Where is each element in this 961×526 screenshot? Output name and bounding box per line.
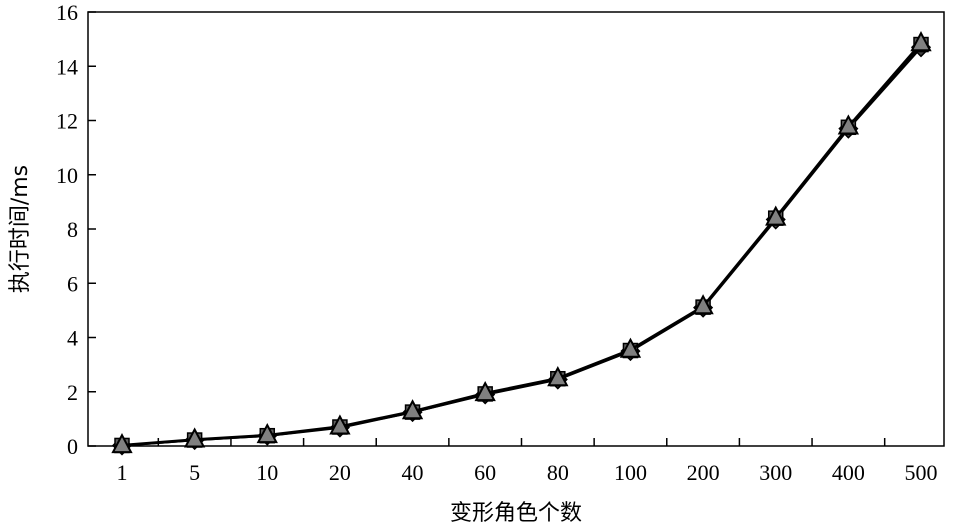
x-tick-label: 1 bbox=[117, 460, 128, 485]
y-axis: 0 2 4 6 8 10 12 14 16 bbox=[56, 0, 96, 459]
data-point bbox=[183, 427, 206, 448]
x-tick-label: 40 bbox=[402, 460, 424, 485]
x-tick-label: 60 bbox=[474, 460, 496, 485]
data-point bbox=[765, 205, 787, 226]
x-axis-title: 变形角色个数 bbox=[450, 501, 582, 526]
x-tick-label: 200 bbox=[687, 460, 720, 485]
x-axis: 1 5 10 20 40 60 80 100 200 300 400 500 bbox=[117, 438, 938, 485]
series-line bbox=[121, 42, 922, 447]
y-tick-label: 2 bbox=[67, 380, 78, 405]
series-3 bbox=[111, 31, 932, 454]
data-point bbox=[474, 380, 496, 402]
x-tick-label: 100 bbox=[614, 460, 647, 485]
y-tick-label: 10 bbox=[56, 163, 78, 188]
x-tick-label: 10 bbox=[256, 460, 278, 485]
x-tick-label: 300 bbox=[759, 460, 792, 485]
data-point bbox=[401, 399, 424, 420]
data-point bbox=[329, 414, 351, 435]
x-tick-label: 500 bbox=[905, 460, 938, 485]
x-tick-label: 80 bbox=[547, 460, 569, 485]
series-2 bbox=[114, 36, 929, 454]
data-point bbox=[910, 31, 932, 52]
plot-area-frame bbox=[87, 11, 945, 447]
y-axis-title: 执行时间/ms bbox=[8, 165, 33, 293]
data-point bbox=[111, 433, 133, 454]
series-1 bbox=[111, 37, 932, 456]
data-point bbox=[837, 114, 860, 135]
y-tick-label: 8 bbox=[67, 217, 78, 242]
series-layer bbox=[111, 31, 932, 456]
data-point bbox=[619, 337, 642, 358]
y-tick-label: 6 bbox=[67, 271, 78, 296]
data-point bbox=[547, 366, 569, 387]
y-tick-label: 14 bbox=[56, 54, 78, 79]
data-point bbox=[256, 423, 278, 444]
y-tick-label: 4 bbox=[67, 326, 78, 351]
x-tick-label: 20 bbox=[329, 460, 351, 485]
y-tick-label: 16 bbox=[56, 0, 78, 25]
x-tick-label: 5 bbox=[189, 460, 200, 485]
x-tick-label: 400 bbox=[832, 460, 865, 485]
data-point bbox=[692, 294, 714, 315]
y-tick-label: 0 bbox=[67, 434, 78, 459]
y-tick-label: 12 bbox=[56, 109, 78, 134]
